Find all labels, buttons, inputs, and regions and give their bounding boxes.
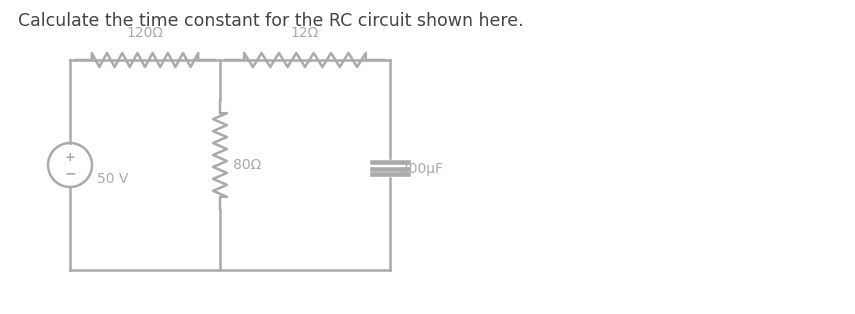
Text: 200μF: 200μF — [400, 162, 443, 176]
Text: +: + — [65, 151, 75, 165]
Text: 50 V: 50 V — [97, 172, 128, 186]
Text: −: − — [64, 166, 76, 180]
Text: 80Ω: 80Ω — [233, 158, 262, 172]
Text: Calculate the time constant for the RC circuit shown here.: Calculate the time constant for the RC c… — [18, 12, 523, 30]
Text: 12Ω: 12Ω — [291, 26, 319, 40]
Text: 120Ω: 120Ω — [127, 26, 163, 40]
